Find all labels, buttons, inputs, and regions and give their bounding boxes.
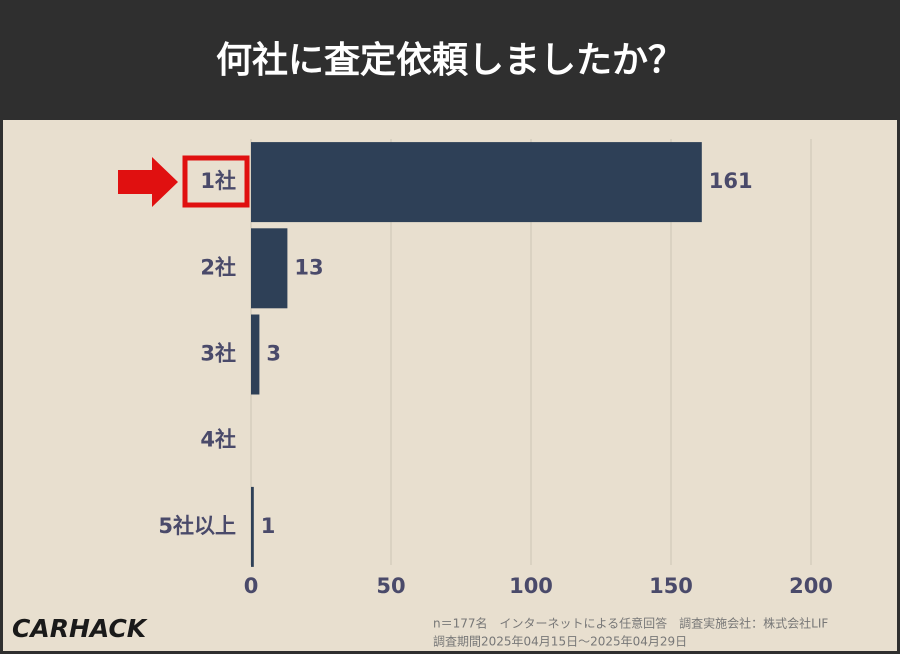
x-tick-label: 150 bbox=[649, 574, 693, 598]
y-tick-label: 5社以上 bbox=[158, 514, 236, 538]
bar bbox=[251, 142, 702, 223]
value-label: 13 bbox=[294, 255, 323, 279]
x-tick-label: 200 bbox=[789, 574, 833, 598]
bar bbox=[251, 486, 254, 567]
header-band bbox=[0, 0, 900, 120]
x-tick-label: 0 bbox=[244, 574, 259, 598]
value-label: 1 bbox=[261, 514, 276, 538]
y-tick-label: 3社 bbox=[200, 342, 236, 366]
highlight-arrow bbox=[118, 157, 178, 207]
footnote: 調査期間2025年04月15日〜2025年04月29日 bbox=[433, 635, 687, 649]
plot-area: 0 50 100 150 200 1社 161 2社 13 3社 3 4社 5社以上 1 bbox=[158, 139, 833, 598]
highlight-box bbox=[182, 155, 250, 208]
bar bbox=[251, 314, 260, 395]
y-tick-label: 2社 bbox=[200, 255, 236, 279]
x-tick-label: 100 bbox=[509, 574, 553, 598]
chart-title: 何社に査定依頼しましたか？ bbox=[216, 40, 684, 81]
value-label: 161 bbox=[709, 169, 753, 193]
y-tick-label: 4社 bbox=[200, 428, 236, 452]
bar bbox=[251, 228, 288, 309]
x-tick-label: 50 bbox=[376, 574, 405, 598]
logo: CARHACK bbox=[12, 614, 148, 643]
value-label: 3 bbox=[266, 342, 281, 366]
y-tick-label: 1社 bbox=[200, 169, 236, 193]
footnote: n＝177名 インターネットによる任意回答 調査実施会社：株式会社LIF bbox=[433, 616, 828, 631]
